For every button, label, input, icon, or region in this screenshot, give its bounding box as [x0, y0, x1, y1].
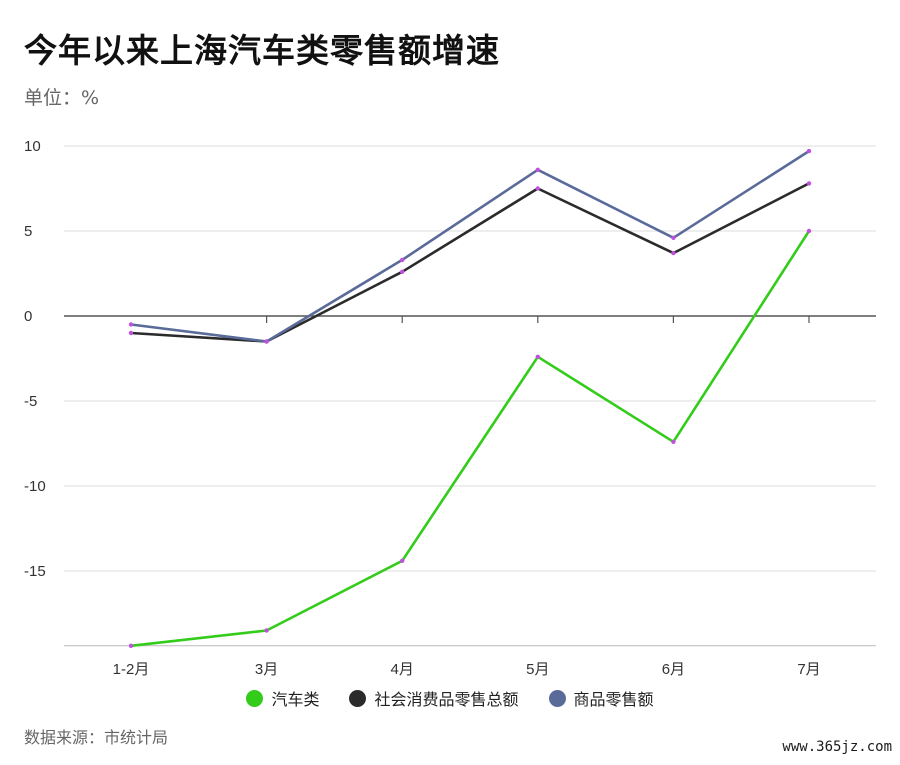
data-point — [535, 354, 540, 359]
x-tick-label: 7月 — [797, 661, 820, 678]
unit-label: 单位：% — [24, 87, 100, 109]
series-line — [129, 149, 811, 343]
axes — [64, 315, 876, 647]
data-point — [671, 235, 676, 240]
chart-title: 今年以来上海汽车类零售额增速 — [24, 31, 500, 70]
legend-item: 商品零售额 — [548, 686, 654, 710]
y-tick-label: 10 — [24, 138, 41, 155]
data-point — [128, 322, 134, 327]
series-lines — [129, 149, 811, 648]
y-tick-label: -5 — [24, 393, 37, 410]
data-point — [264, 628, 269, 633]
y-tick-label: 5 — [24, 223, 32, 240]
line-chart: 10 5 0 -5 -10 -15 1-2月 3月 4月 5月 6月 7月 — [24, 138, 876, 678]
data-point — [128, 330, 134, 336]
data-point — [671, 250, 676, 256]
legend-label: 汽车类 — [271, 690, 320, 709]
x-tick-label: 3月 — [255, 661, 278, 678]
y-tick-label: -15 — [24, 563, 46, 580]
data-point — [400, 558, 405, 563]
data-point — [264, 339, 269, 344]
watermark: www.365jz.com — [782, 739, 892, 755]
y-tick-label: 0 — [24, 308, 32, 325]
gridlines — [64, 145, 876, 572]
data-point — [806, 228, 812, 234]
y-tick-label: -10 — [24, 478, 46, 495]
tick-labels: 10 5 0 -5 -10 -15 1-2月 3月 4月 5月 6月 7月 — [24, 138, 821, 678]
data-point — [535, 167, 540, 172]
x-tick-label: 4月 — [391, 661, 414, 678]
data-point — [671, 439, 676, 444]
x-tick-label: 5月 — [526, 661, 549, 678]
data-point — [400, 269, 405, 274]
data-markers — [128, 148, 812, 648]
x-tick-label: 6月 — [662, 661, 685, 678]
series-line — [129, 182, 811, 343]
x-tick-label: 1-2月 — [113, 661, 150, 678]
data-point — [400, 257, 405, 263]
legend-swatch — [349, 689, 367, 707]
data-point — [806, 181, 812, 186]
legend-item: 汽车类 — [246, 686, 319, 710]
legend-swatch — [548, 689, 566, 707]
legend: 汽车类 社会消费品零售总额 商品零售额 — [0, 686, 900, 710]
legend-item: 社会消费品零售总额 — [349, 686, 519, 710]
data-point — [806, 148, 812, 154]
legend-label: 社会消费品零售总额 — [374, 690, 519, 709]
legend-label: 商品零售额 — [573, 690, 654, 709]
legend-swatch — [246, 689, 264, 707]
series-line — [129, 229, 811, 648]
data-point — [535, 186, 540, 191]
data-source: 数据来源：市统计局 — [24, 728, 169, 747]
data-point — [128, 643, 134, 648]
